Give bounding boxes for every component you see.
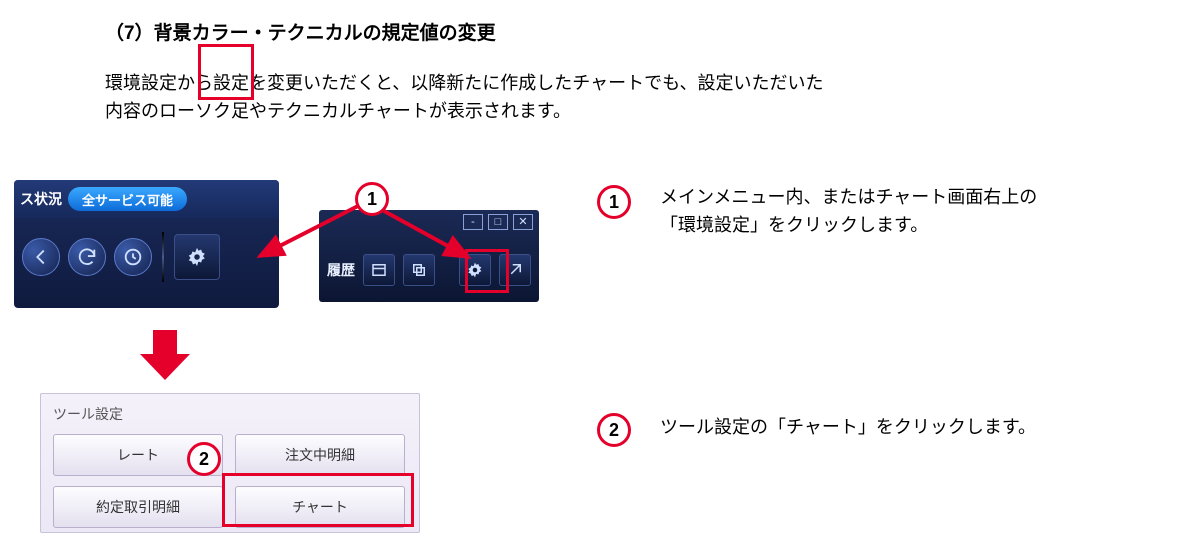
tool-settings-panel: ツール設定 レート 注文中明細 約定取引明細 チャート [40,393,420,533]
refresh-icon [76,246,98,268]
service-status-pill: 全サービス可能 [68,187,187,211]
copy-icon [410,261,428,279]
step-2-text: ツール設定の「チャート」をクリックします。 [660,414,1036,442]
history-label: 履歴 [327,260,355,280]
callout-marker-2: 2 [187,442,221,476]
gear-icon [186,246,208,268]
panel-icon [370,261,388,279]
toolbar-divider [162,232,164,282]
step-number-2: 2 [597,413,631,447]
status-row: ス状況 全サービス可能 [14,180,279,218]
clock-button[interactable] [114,238,152,276]
order-detail-button[interactable]: 注文中明細 [235,434,405,476]
window-minimize-button[interactable]: ‐ [463,214,483,230]
settings-button[interactable] [174,234,220,280]
chart-settings-button[interactable] [459,254,491,286]
nav-back-button[interactable] [22,238,60,276]
gear-icon [466,261,484,279]
flow-down-arrow [140,330,190,380]
clock-icon [122,246,144,268]
main-menu-panel: ス状況 全サービス可能 [14,180,279,308]
popout-icon [506,261,524,279]
layout-button-2[interactable] [403,254,435,286]
exec-detail-button[interactable]: 約定取引明細 [53,486,223,528]
step-number-1: 1 [597,185,631,219]
step-1-text: メインメニュー内、またはチャート画面右上の 「環境設定」をクリックします。 [660,184,1037,240]
callout-marker-1: 1 [355,182,389,216]
section-description: 環境設定から設定を変更いただくと、以降新たに作成したチャートでも、設定いただいた… [105,70,824,126]
chart-button[interactable]: チャート [235,486,405,528]
popout-button[interactable] [499,254,531,286]
tool-settings-grid: レート 注文中明細 約定取引明細 チャート [53,434,407,528]
chart-window-panel: ‐ □ ✕ 履歴 [319,210,539,302]
tool-settings-title: ツール設定 [53,404,407,424]
chevron-left-icon [30,246,52,268]
window-maximize-button[interactable]: □ [488,214,508,230]
window-close-button[interactable]: ✕ [513,214,533,230]
layout-button-1[interactable] [363,254,395,286]
refresh-button[interactable] [68,238,106,276]
section-heading: （7）背景カラー・テクニカルの規定値の変更 [105,18,496,45]
chart-toolbar-row: 履歴 [327,248,531,292]
status-label: ス状況 [20,189,62,209]
window-controls: ‐ □ ✕ [463,214,533,230]
toolbar-row [14,226,279,288]
